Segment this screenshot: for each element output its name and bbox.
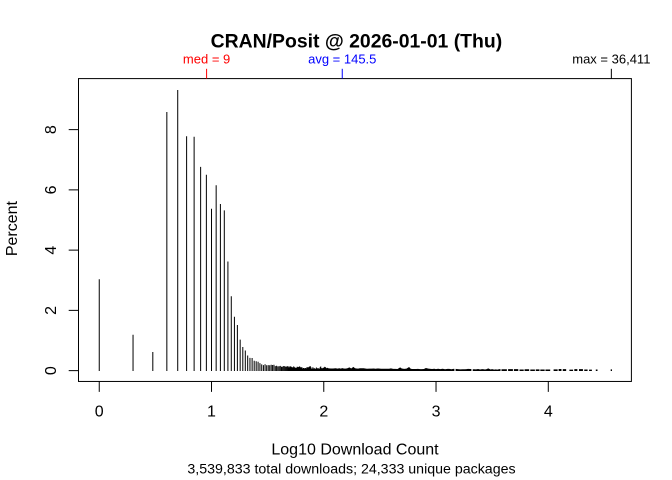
svg-text:8: 8 <box>43 125 60 134</box>
svg-text:1: 1 <box>207 404 216 421</box>
svg-text:2: 2 <box>43 306 60 315</box>
svg-text:3,539,833 total downloads; 24,: 3,539,833 total downloads; 24,333 unique… <box>187 461 515 477</box>
svg-text:CRAN/Posit @ 2026-01-01 (Thu): CRAN/Posit @ 2026-01-01 (Thu) <box>211 30 503 52</box>
svg-text:Log10 Download Count: Log10 Download Count <box>271 442 439 459</box>
svg-text:avg = 145.5: avg = 145.5 <box>308 51 376 66</box>
svg-text:4: 4 <box>544 404 553 421</box>
svg-text:0: 0 <box>95 404 104 421</box>
svg-text:3: 3 <box>432 404 441 421</box>
svg-text:Percent: Percent <box>4 200 21 256</box>
svg-text:6: 6 <box>43 185 60 194</box>
svg-text:med = 9: med = 9 <box>183 51 230 66</box>
svg-text:4: 4 <box>43 246 60 255</box>
svg-text:2: 2 <box>319 404 328 421</box>
svg-text:max = 36,411: max = 36,411 <box>572 51 650 66</box>
svg-text:0: 0 <box>43 366 60 375</box>
